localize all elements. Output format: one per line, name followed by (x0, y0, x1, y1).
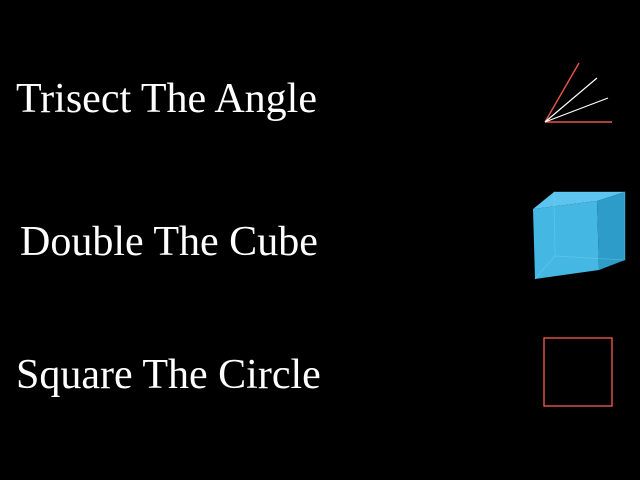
trisect-the-angle-label: Trisect The Angle (16, 76, 317, 122)
cube-icon (528, 186, 632, 286)
cube-inner-back-face (553, 191, 626, 261)
cube-face-front (533, 201, 599, 279)
angle-top-ray (544, 62, 580, 123)
trisected-angle-svg (544, 62, 612, 123)
cube-svg (533, 191, 626, 280)
square-outline (543, 337, 613, 407)
trisected-angle-icon (538, 58, 618, 128)
square-svg (543, 337, 613, 407)
double-the-cube-label: Double The Cube (20, 219, 318, 265)
trisector-ray-upper (544, 77, 598, 123)
trisector-ray-lower (544, 97, 609, 123)
square-icon (543, 337, 613, 407)
cube-face-top (533, 192, 625, 209)
cube-face-side (597, 192, 625, 270)
square-the-circle-label: Square The Circle (16, 352, 321, 398)
cube-inner-edge (534, 255, 556, 280)
